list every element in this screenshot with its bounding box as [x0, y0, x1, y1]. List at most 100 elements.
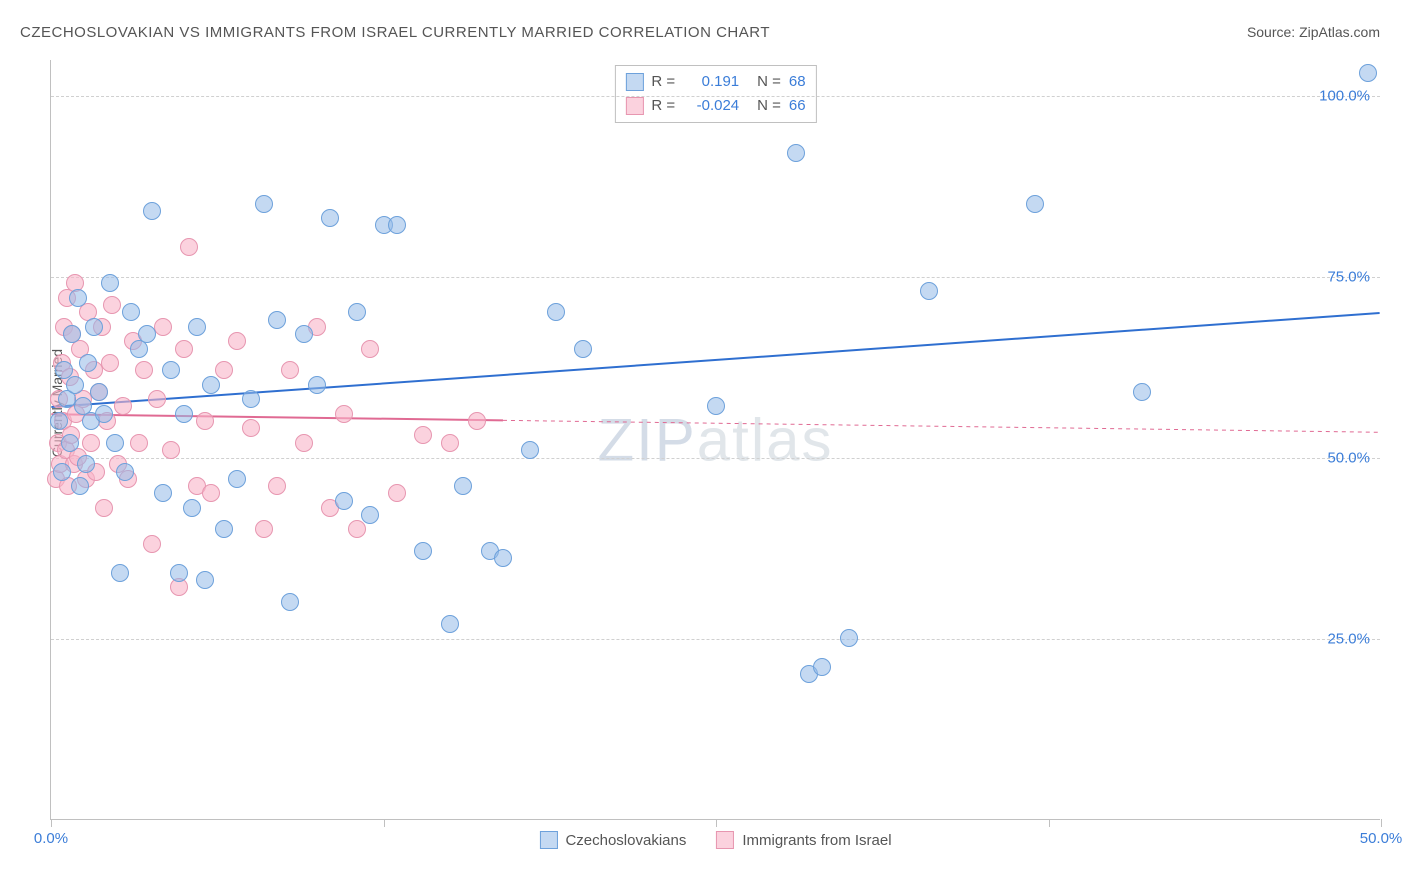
legend-swatch: [716, 831, 734, 849]
scatter-point: [348, 520, 366, 538]
n-label: N =: [757, 70, 781, 94]
scatter-point: [180, 238, 198, 256]
y-axis-tick-label: 100.0%: [1319, 88, 1370, 105]
scatter-point: [162, 441, 180, 459]
scatter-point: [521, 441, 539, 459]
scatter-point: [361, 506, 379, 524]
scatter-point: [95, 405, 113, 423]
trend-lines-layer: [51, 60, 1380, 819]
scatter-point: [321, 209, 339, 227]
scatter-point: [77, 455, 95, 473]
r-label: R =: [651, 70, 675, 94]
x-axis-tick-label: 50.0%: [1360, 830, 1403, 847]
scatter-point: [79, 354, 97, 372]
series-legend-item: Immigrants from Israel: [716, 831, 891, 849]
scatter-point: [143, 202, 161, 220]
scatter-point: [388, 216, 406, 234]
correlation-legend-row: R = -0.024 N = 66: [625, 94, 805, 118]
r-label: R =: [651, 94, 675, 118]
scatter-point: [468, 412, 486, 430]
scatter-point: [281, 593, 299, 611]
scatter-point: [122, 303, 140, 321]
scatter-point: [90, 383, 108, 401]
scatter-point: [162, 361, 180, 379]
scatter-point: [101, 354, 119, 372]
y-axis-tick-label: 50.0%: [1327, 450, 1370, 467]
scatter-point: [547, 303, 565, 321]
scatter-point: [787, 144, 805, 162]
gridline-horizontal: [51, 458, 1380, 459]
scatter-point: [50, 412, 68, 430]
r-value: 0.191: [683, 70, 739, 94]
scatter-point: [707, 397, 725, 415]
scatter-point: [63, 325, 81, 343]
scatter-point: [414, 426, 432, 444]
scatter-point: [69, 289, 87, 307]
y-axis-tick-label: 75.0%: [1327, 269, 1370, 286]
scatter-point: [228, 470, 246, 488]
scatter-point: [920, 282, 938, 300]
scatter-point: [188, 318, 206, 336]
scatter-point: [295, 325, 313, 343]
scatter-point: [85, 318, 103, 336]
scatter-point: [130, 434, 148, 452]
scatter-point: [196, 412, 214, 430]
scatter-point: [175, 340, 193, 358]
scatter-point: [268, 477, 286, 495]
legend-swatch: [625, 97, 643, 115]
scatter-point: [840, 629, 858, 647]
trend-line: [51, 414, 503, 420]
scatter-point: [71, 477, 89, 495]
scatter-point: [348, 303, 366, 321]
scatter-point: [255, 195, 273, 213]
scatter-point: [154, 484, 172, 502]
plot-area: ZIPatlas R =0.191N =68R =-0.024N =66 Cze…: [50, 60, 1380, 820]
scatter-point: [61, 434, 79, 452]
gridline-horizontal: [51, 639, 1380, 640]
scatter-point: [242, 390, 260, 408]
scatter-point: [414, 542, 432, 560]
scatter-point: [111, 564, 129, 582]
scatter-point: [335, 405, 353, 423]
scatter-point: [196, 571, 214, 589]
scatter-point: [101, 274, 119, 292]
scatter-point: [116, 463, 134, 481]
scatter-point: [335, 492, 353, 510]
scatter-point: [361, 340, 379, 358]
scatter-point: [135, 361, 153, 379]
scatter-point: [170, 564, 188, 582]
n-label: N =: [757, 94, 781, 118]
gridline-horizontal: [51, 96, 1380, 97]
scatter-point: [388, 484, 406, 502]
scatter-point: [95, 499, 113, 517]
n-value: 66: [789, 94, 806, 118]
r-value: -0.024: [683, 94, 739, 118]
scatter-point: [813, 658, 831, 676]
gridline-horizontal: [51, 277, 1380, 278]
scatter-point: [268, 311, 286, 329]
scatter-point: [175, 405, 193, 423]
scatter-point: [82, 434, 100, 452]
series-legend-label: Czechoslovakians: [565, 832, 686, 849]
scatter-point: [574, 340, 592, 358]
source-label: Source: ZipAtlas.com: [1247, 24, 1380, 40]
scatter-point: [114, 397, 132, 415]
x-axis-tick-label: 0.0%: [34, 830, 68, 847]
correlation-legend-row: R =0.191N =68: [625, 70, 805, 94]
scatter-point: [281, 361, 299, 379]
legend-swatch: [625, 73, 643, 91]
x-axis-tick: [51, 819, 52, 827]
scatter-point: [202, 484, 220, 502]
x-axis-tick: [1049, 819, 1050, 827]
scatter-point: [53, 463, 71, 481]
scatter-point: [228, 332, 246, 350]
scatter-point: [66, 376, 84, 394]
scatter-point: [494, 549, 512, 567]
scatter-point: [1133, 383, 1151, 401]
x-axis-tick: [716, 819, 717, 827]
legend-swatch: [539, 831, 557, 849]
scatter-point: [202, 376, 220, 394]
series-legend-label: Immigrants from Israel: [742, 832, 891, 849]
scatter-point: [154, 318, 172, 336]
scatter-point: [148, 390, 166, 408]
